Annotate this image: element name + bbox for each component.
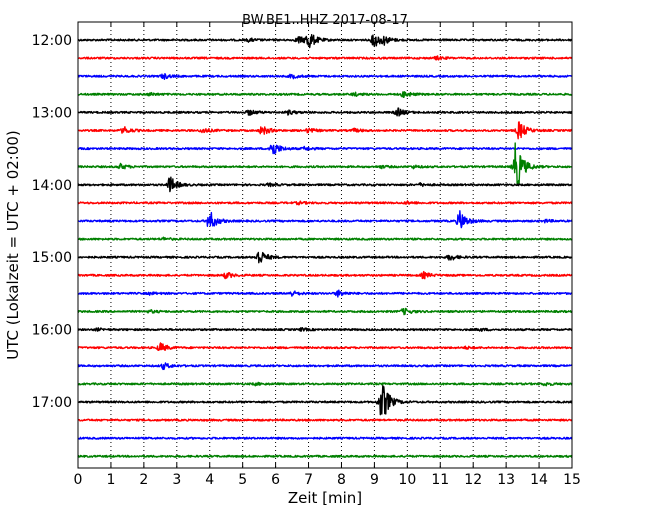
- x-tick-label-11: 11: [431, 472, 449, 488]
- trace-1300: [77, 107, 573, 117]
- axes: 0 1 2 3 4 5 6 7 8 9 10 11 12 13 14 1512:0013:0014:0015:…: [32, 22, 581, 488]
- trace-1430: [77, 210, 573, 229]
- x-tick-label-9: 9: [370, 472, 379, 488]
- trace-1445: [77, 236, 573, 241]
- x-tick-label-15: 15: [563, 472, 581, 488]
- seismic-traces: [77, 34, 573, 458]
- y-tick-label-5: 17:00: [32, 395, 72, 411]
- trace-1415: [77, 200, 573, 206]
- plot-frame: [77, 21, 573, 469]
- x-tick-label-4: 4: [205, 472, 214, 488]
- y-tick-label-0: 12:00: [32, 33, 72, 49]
- trace-1515: [77, 270, 573, 280]
- trace-1545: [77, 307, 573, 316]
- x-tick-label-6: 6: [271, 472, 280, 488]
- trace-1245: [77, 91, 573, 99]
- y-tick-label-1: 13:00: [32, 105, 72, 121]
- trace-1715: [77, 418, 573, 422]
- trace-1600: [77, 326, 573, 332]
- chart-title: BW.BE1..HHZ 2017-08-17: [242, 13, 408, 28]
- trace-1215: [77, 55, 573, 61]
- trace-1530: [77, 289, 573, 298]
- trace-1700: [77, 385, 573, 416]
- x-axis-label: Zeit [min]: [288, 489, 362, 507]
- trace-1645: [77, 381, 573, 387]
- y-tick-label-2: 14:00: [32, 178, 72, 194]
- trace-1200: [77, 34, 573, 49]
- trace-1345: [77, 142, 573, 186]
- x-tick-label-1: 1: [106, 472, 115, 488]
- x-tick-label-2: 2: [139, 472, 148, 488]
- trace-1315: [77, 121, 573, 140]
- trace-1230: [77, 73, 573, 80]
- x-tick-label-12: 12: [464, 472, 482, 488]
- x-tick-label-3: 3: [172, 472, 181, 488]
- x-tick-label-10: 10: [398, 472, 416, 488]
- trace-1330: [77, 144, 573, 155]
- x-tick-label-5: 5: [238, 472, 247, 488]
- trace-1745: [77, 454, 573, 458]
- x-tick-label-0: 0: [74, 472, 83, 488]
- trace-1730: [77, 436, 573, 440]
- y-tick-label-3: 15:00: [32, 250, 72, 266]
- trace-1615: [77, 342, 573, 352]
- trace-1500: [77, 251, 573, 264]
- x-tick-label-7: 7: [304, 472, 313, 488]
- trace-1400: [77, 176, 573, 193]
- x-tick-label-8: 8: [337, 472, 346, 488]
- x-tick-label-13: 13: [497, 472, 515, 488]
- y-tick-label-4: 16:00: [32, 323, 72, 339]
- x-tick-label-14: 14: [530, 472, 548, 488]
- y-axis-label: UTC (Lokalzeit = UTC + 02:00): [4, 130, 22, 360]
- trace-1630: [77, 362, 573, 371]
